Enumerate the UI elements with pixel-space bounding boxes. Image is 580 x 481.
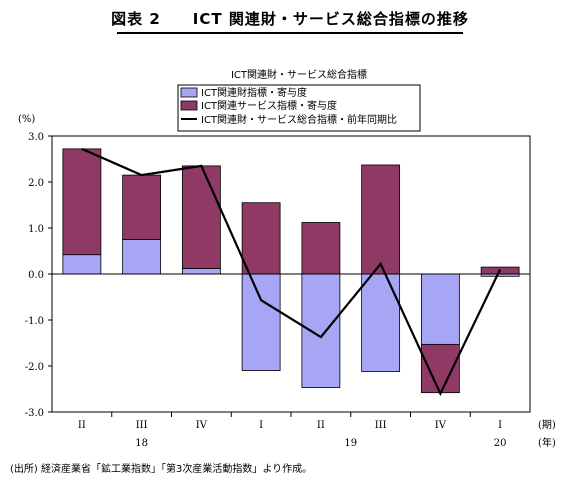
legend-title: ICT関連財・サービス総合指標 — [231, 68, 367, 81]
legend-swatch-goods — [180, 87, 198, 98]
line-total-yoy — [81, 147, 502, 397]
y-tick-label: 0.0 — [28, 270, 44, 281]
x-tick-label: IV — [196, 420, 208, 431]
bar-services-3 — [241, 202, 281, 275]
bar-goods-4 — [301, 273, 341, 389]
bar-services-2 — [181, 165, 221, 269]
legend-label-goods: ICT関連財指標・寄与度 — [201, 86, 307, 99]
bar-services-0 — [62, 148, 102, 256]
y-tick-label: 2.0 — [28, 178, 44, 189]
y-tick-label: -1.0 — [25, 316, 44, 327]
bar-services-1 — [122, 174, 162, 240]
y-tick-label: -2.0 — [25, 362, 44, 373]
x-tick-label: II — [317, 420, 325, 431]
bar-goods-2 — [181, 268, 221, 275]
title-underline — [117, 32, 463, 34]
year-label: 19 — [344, 438, 357, 449]
y-tick-label: 3.0 — [28, 132, 44, 143]
bar-goods-6 — [420, 273, 460, 345]
figure-title: 図表 2 ICT 関連財・サービス総合指標の推移 — [111, 10, 469, 28]
bar-goods-3 — [241, 273, 281, 371]
bar-services-5 — [361, 164, 401, 275]
year-label: 18 — [135, 438, 148, 449]
bar-goods-5 — [361, 273, 401, 372]
x-unit-quarter: (期) — [538, 419, 556, 431]
legend-swatch-services — [180, 100, 198, 111]
legend-box — [177, 84, 421, 132]
source-note: (出所) 経済産業省「鉱工業指数」「第3次産業活動指数」より作成。 — [10, 464, 313, 475]
x-tick-label: I — [498, 420, 502, 431]
y-unit-label: (%) — [18, 114, 35, 125]
y-tick-label: -3.0 — [25, 408, 44, 419]
bar-services-6 — [420, 343, 460, 394]
year-label: 20 — [494, 438, 507, 449]
x-tick-label: I — [259, 420, 263, 431]
x-tick-label: IV — [435, 420, 447, 431]
x-tick-label: III — [136, 420, 148, 431]
bar-services-4 — [301, 222, 341, 275]
x-tick-label: III — [375, 420, 387, 431]
x-unit-year: (年) — [538, 436, 556, 449]
x-tick-label: II — [78, 420, 86, 431]
bar-goods-0 — [62, 254, 102, 275]
legend-label-total: ICT関連財・サービス総合指標・前年同期比 — [201, 113, 397, 126]
y-tick-label: 1.0 — [28, 224, 44, 235]
legend-label-services: ICT関連サービス指標・寄与度 — [201, 99, 337, 112]
bar-goods-1 — [122, 239, 162, 275]
